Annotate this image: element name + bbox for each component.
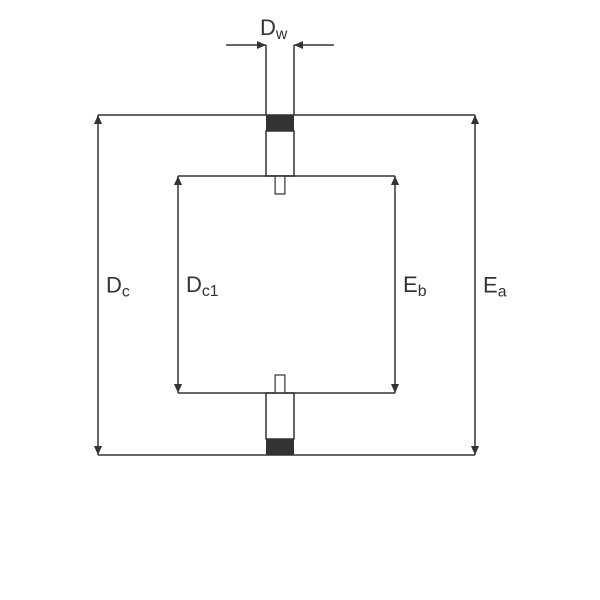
roller-cap-top [266,115,294,131]
dim-label-Dc1: Dc1 [186,272,219,300]
dim-label-Dw: Dw [260,15,288,43]
roller-body-top [266,131,294,176]
dim-label-Dc: Dc [106,273,130,301]
roller-body-bottom [266,393,294,439]
bearing-dimension-diagram: Dc Dc1 Eb Ea Dw [0,0,600,600]
roller-neck-bottom [275,375,285,393]
roller-neck-top [275,176,285,194]
roller-cap-bottom [266,439,294,455]
dim-label-Eb: Eb [403,272,427,300]
dim-label-Ea: Ea [483,273,507,301]
